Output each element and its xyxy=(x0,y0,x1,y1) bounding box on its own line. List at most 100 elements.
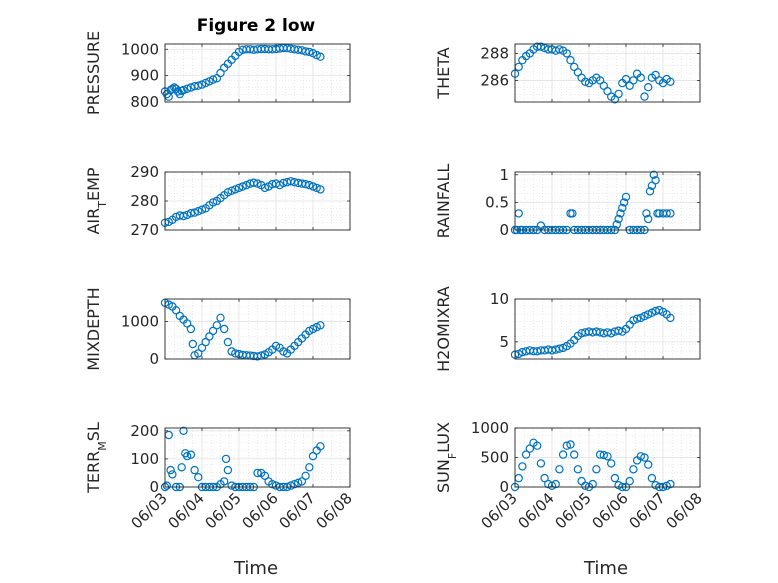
data-point xyxy=(301,47,310,56)
data-point xyxy=(629,465,638,474)
data-point xyxy=(666,313,675,323)
subplot-8: 0500100006/0306/0406/0506/0606/0706/08SU… xyxy=(434,419,706,532)
x-tick-label: 06/06 xyxy=(239,489,282,532)
data-point xyxy=(197,205,207,214)
axes-box xyxy=(164,298,351,360)
data-point xyxy=(316,321,325,330)
data-point xyxy=(188,339,197,349)
y-tick-label: 0 xyxy=(149,478,159,496)
subplot-5: 0 1000 MIXDEPTH xyxy=(84,287,351,371)
data-point xyxy=(186,324,196,334)
y-axis-label: H2OMIXRA xyxy=(434,286,453,372)
data-point xyxy=(612,220,622,229)
y-tick-label: 290 xyxy=(130,163,159,181)
data-point xyxy=(208,75,218,84)
data-point xyxy=(219,324,229,334)
data-point xyxy=(614,89,623,99)
data-point xyxy=(651,176,660,185)
data-point xyxy=(177,463,186,472)
data-point xyxy=(525,444,535,453)
data-point xyxy=(647,473,657,483)
x-tick-label: 06/07 xyxy=(276,489,319,532)
data-point xyxy=(260,471,270,480)
data-point xyxy=(640,453,649,462)
data-point xyxy=(173,87,183,96)
data-point xyxy=(592,465,601,474)
axes-box xyxy=(514,43,701,103)
y-tick-label: 1000 xyxy=(471,419,509,437)
data-point xyxy=(194,349,203,358)
data-point xyxy=(208,198,218,207)
axes-box xyxy=(514,298,701,360)
data-point xyxy=(649,170,659,179)
y-tick-label: 0 xyxy=(149,350,159,368)
data-point xyxy=(290,480,299,489)
data-point xyxy=(260,183,270,193)
data-point xyxy=(555,465,564,474)
data-point xyxy=(640,92,649,101)
data-point xyxy=(562,441,572,450)
data-point xyxy=(555,344,564,353)
data-point xyxy=(223,188,233,197)
y-tick-label: 1000 xyxy=(121,40,159,58)
data-point xyxy=(216,313,225,322)
y-tick-label: 280 xyxy=(130,192,159,210)
data-point xyxy=(536,459,546,468)
data-point xyxy=(223,465,233,475)
data-point xyxy=(644,214,653,224)
y-tick-label: 100 xyxy=(130,450,159,468)
y-axis-label: TERRMSL xyxy=(84,422,109,494)
data-point xyxy=(194,206,203,216)
y-axis-label: MIXDEPTH xyxy=(84,287,103,370)
data-point xyxy=(642,209,651,218)
y-tick-label: 500 xyxy=(480,449,509,467)
data-point xyxy=(305,463,314,472)
data-point xyxy=(186,450,196,459)
data-point xyxy=(568,209,577,218)
data-point xyxy=(599,450,609,460)
x-tick-label: 06/08 xyxy=(313,489,356,532)
data-point xyxy=(616,209,625,218)
data-point xyxy=(518,462,527,471)
data-point xyxy=(253,352,262,361)
y-tick-label: 200 xyxy=(130,422,159,440)
data-point xyxy=(521,450,531,459)
data-point xyxy=(316,52,325,61)
data-point xyxy=(603,452,612,461)
x-tick-label: 06/05 xyxy=(552,489,595,532)
y-tick-label: 900 xyxy=(130,67,159,85)
data-point xyxy=(301,179,310,189)
data-point xyxy=(286,481,295,490)
data-point xyxy=(297,477,307,486)
data-point xyxy=(610,473,620,483)
data-point xyxy=(294,478,303,487)
y-tick-label: 10 xyxy=(490,290,509,308)
data-point xyxy=(221,454,231,464)
y-axis-label: THETA xyxy=(434,47,453,99)
data-point xyxy=(566,56,575,65)
subplot-4: 0 0.5 1 RAINFALL xyxy=(434,164,701,239)
data-point xyxy=(632,314,642,323)
data-point xyxy=(614,214,623,224)
data-point xyxy=(166,465,175,475)
data-point xyxy=(566,440,575,449)
data-point xyxy=(186,83,196,92)
data-point xyxy=(253,179,262,188)
data-point xyxy=(662,209,671,218)
data-point xyxy=(644,460,653,469)
data-point xyxy=(227,186,236,195)
y-tick-label: 0 xyxy=(499,221,509,239)
data-point xyxy=(197,80,207,89)
data-point xyxy=(312,183,321,193)
data-point xyxy=(182,84,192,94)
data-point xyxy=(625,476,634,486)
data-point xyxy=(231,185,240,194)
data-point xyxy=(666,77,675,87)
data-point xyxy=(301,471,310,480)
data-point xyxy=(570,450,579,459)
subplot-1: 800 900 1000 PRESSURE xyxy=(84,31,351,115)
data-point xyxy=(190,208,199,217)
y-axis-label: RAINFALL xyxy=(434,164,453,239)
axes-box xyxy=(164,427,351,488)
